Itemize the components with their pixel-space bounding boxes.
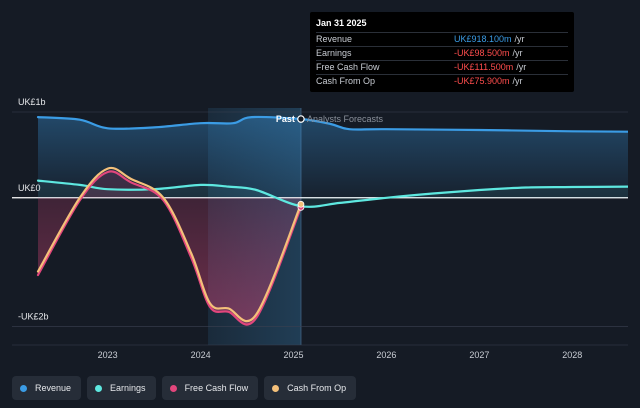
tooltip-value: UK£918.100m bbox=[454, 34, 512, 44]
y-tick-label: UK£0 bbox=[18, 183, 41, 193]
tooltip-value: -UK£75.900m bbox=[454, 76, 510, 86]
legend-dot-icon bbox=[272, 384, 280, 392]
x-tick-label: 2028 bbox=[562, 350, 582, 360]
hover-tooltip: Jan 31 2025 Revenue UK£918.100m /yr Earn… bbox=[310, 12, 574, 92]
free-cash-flow-line bbox=[36, 170, 302, 326]
y-tick-label: -UK£2b bbox=[18, 311, 49, 321]
y-tick-label: UK£1b bbox=[18, 97, 46, 107]
legend-dot-icon bbox=[169, 384, 177, 392]
x-tick-label: 2023 bbox=[98, 350, 118, 360]
tooltip-date: Jan 31 2025 bbox=[316, 18, 367, 28]
tooltip-value: -UK£98.500m bbox=[454, 48, 510, 58]
tooltip-label: Free Cash Flow bbox=[316, 62, 380, 72]
legend-label: Earnings bbox=[110, 383, 146, 393]
revenue-line bbox=[36, 115, 628, 133]
forecast-label: Analysts Forecasts bbox=[307, 114, 384, 124]
tooltip-label: Revenue bbox=[316, 34, 353, 44]
revenue-area bbox=[38, 116, 628, 198]
cash-from-op-marker bbox=[297, 200, 305, 208]
x-tick-label: 2026 bbox=[376, 350, 396, 360]
legend-label: Cash From Op bbox=[287, 383, 347, 393]
tooltip-label: Cash From Op bbox=[316, 76, 376, 86]
tooltip-label: Earnings bbox=[316, 48, 352, 58]
x-tick-label: 2027 bbox=[469, 350, 489, 360]
tooltip-row-earnings: Earnings -UK£98.500m /yr bbox=[316, 46, 568, 60]
revenue-marker bbox=[297, 115, 305, 123]
area-fills bbox=[38, 116, 628, 325]
past-label: Past bbox=[276, 114, 295, 124]
legend-label: Revenue bbox=[35, 383, 72, 393]
tooltip-unit: /yr bbox=[514, 34, 525, 44]
tooltip-unit: /yr bbox=[512, 76, 523, 86]
tooltip-row-free-cash-flow: Free Cash Flow -UK£111.500m /yr bbox=[316, 60, 568, 74]
cash-from-op-line bbox=[36, 166, 302, 323]
tooltip-unit: /yr bbox=[516, 62, 527, 72]
legend-item-cash-from-op[interactable]: Cash From Op bbox=[264, 376, 357, 400]
legend-dot-icon bbox=[20, 384, 27, 392]
axis-labels: UK£1b UK£0 -UK£2b 2023 2024 2025 2026 2027 2028 P… bbox=[18, 97, 582, 360]
legend-item-earnings[interactable]: Earnings bbox=[87, 376, 156, 400]
tooltip-unit: /yr bbox=[512, 48, 523, 58]
chart-legend: Revenue Earnings Free Cash Flow Cash Fro… bbox=[12, 376, 357, 400]
x-tick-label: 2024 bbox=[191, 350, 211, 360]
legend-item-revenue[interactable]: Revenue bbox=[12, 376, 82, 400]
tooltip-value: -UK£111.500m bbox=[454, 62, 514, 72]
free-cash-flow-area bbox=[38, 171, 301, 325]
legend-label: Free Cash Flow bbox=[184, 383, 249, 393]
tooltip-row-cash-from-op: Cash From Op -UK£75.900m /yr bbox=[316, 74, 568, 88]
legend-dot-icon bbox=[95, 384, 103, 392]
tooltip-row-revenue: Revenue UK£918.100m /yr bbox=[316, 32, 568, 46]
chart-area: UK£1b UK£0 -UK£2b 2023 2024 2025 2026 2027 2028 P… bbox=[12, 97, 628, 360]
legend-item-free-cash-flow[interactable]: Free Cash Flow bbox=[161, 376, 259, 400]
x-tick-label: 2025 bbox=[283, 350, 303, 360]
